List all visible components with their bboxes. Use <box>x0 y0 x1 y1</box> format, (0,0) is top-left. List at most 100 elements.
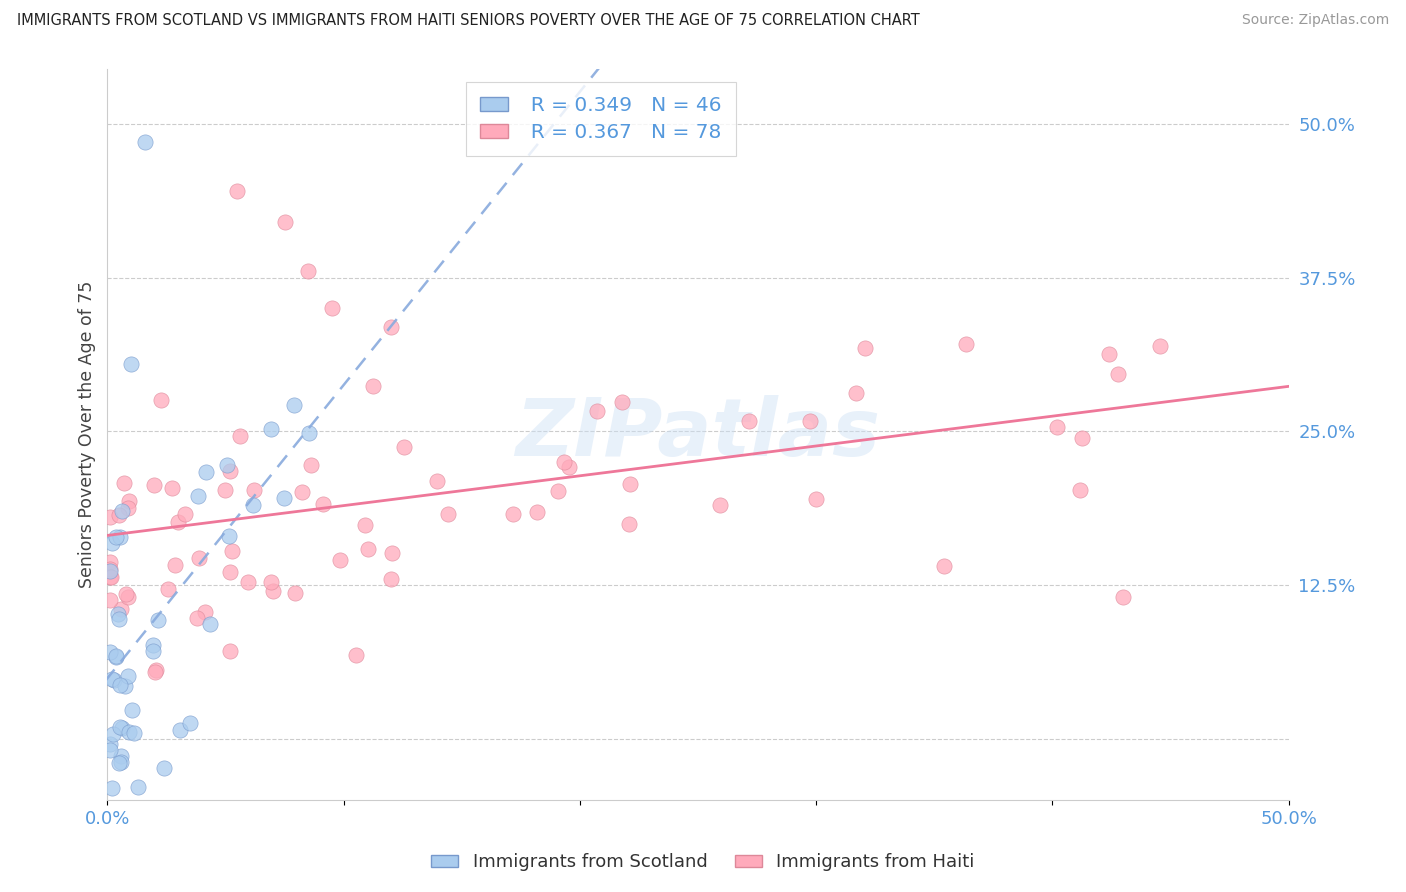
Point <box>298 425 321 440</box>
Point <box>162 481 184 495</box>
Point <box>103 727 125 741</box>
Point <box>98 510 121 524</box>
Point <box>112 475 135 490</box>
Point <box>98 562 121 576</box>
Point <box>619 477 641 491</box>
Point <box>291 485 314 500</box>
Point <box>553 454 575 468</box>
Point <box>526 505 548 519</box>
Point <box>107 607 129 622</box>
Point <box>547 483 569 498</box>
Point <box>612 395 634 409</box>
Point <box>114 587 136 601</box>
Point <box>273 491 295 506</box>
Point <box>98 737 121 751</box>
Point <box>357 542 380 557</box>
Point <box>262 584 284 599</box>
Point <box>179 716 201 731</box>
Text: IMMIGRANTS FROM SCOTLAND VS IMMIGRANTS FROM HAITI SENIORS POVERTY OVER THE AGE O: IMMIGRANTS FROM SCOTLAND VS IMMIGRANTS F… <box>17 13 920 29</box>
Point <box>142 638 165 652</box>
Point <box>221 543 243 558</box>
Point <box>243 483 266 497</box>
Point <box>218 529 240 543</box>
Point <box>101 780 124 795</box>
Point <box>143 665 166 679</box>
Point <box>111 504 134 518</box>
Point <box>380 319 402 334</box>
Point <box>101 673 124 687</box>
Point <box>118 494 141 508</box>
Point <box>218 565 240 579</box>
Point <box>799 414 821 428</box>
Point <box>1107 368 1129 382</box>
Point <box>121 703 143 717</box>
Point <box>363 378 385 392</box>
Point <box>100 535 122 549</box>
Point <box>1069 483 1091 498</box>
Point <box>117 669 139 683</box>
Point <box>103 673 125 688</box>
Point <box>118 724 141 739</box>
Point <box>169 723 191 738</box>
Point <box>932 558 955 573</box>
Point <box>228 429 250 443</box>
Point <box>502 507 524 521</box>
Point <box>194 605 217 619</box>
Point <box>117 500 139 515</box>
Point <box>853 341 876 355</box>
Point <box>738 415 761 429</box>
Legend: Immigrants from Scotland, Immigrants from Haiti: Immigrants from Scotland, Immigrants fro… <box>425 847 981 879</box>
Point <box>344 648 367 662</box>
Point <box>437 508 460 522</box>
Point <box>187 489 209 503</box>
Point <box>145 663 167 677</box>
Point <box>297 264 319 278</box>
Point <box>153 761 176 775</box>
Point <box>108 756 131 771</box>
Point <box>380 572 402 586</box>
Point <box>105 649 128 664</box>
Point <box>127 780 149 795</box>
Point <box>219 464 242 478</box>
Point <box>1098 346 1121 360</box>
Point <box>107 612 129 626</box>
Point <box>955 336 977 351</box>
Point <box>709 498 731 512</box>
Point <box>105 649 128 664</box>
Point <box>394 440 416 454</box>
Point <box>619 517 641 532</box>
Point <box>110 749 132 764</box>
Point <box>146 613 169 627</box>
Point <box>217 458 239 472</box>
Point <box>143 478 166 492</box>
Point <box>312 497 335 511</box>
Point <box>260 422 283 436</box>
Text: Source: ZipAtlas.com: Source: ZipAtlas.com <box>1241 13 1389 28</box>
Point <box>186 610 208 624</box>
Point <box>156 582 179 597</box>
Point <box>236 575 259 590</box>
Point <box>273 215 295 229</box>
Point <box>174 507 197 521</box>
Point <box>167 516 190 530</box>
Point <box>98 743 121 757</box>
Point <box>110 720 132 734</box>
Point <box>1149 339 1171 353</box>
Point <box>134 136 156 150</box>
Point <box>226 185 249 199</box>
Point <box>98 565 121 579</box>
Point <box>108 508 131 522</box>
Y-axis label: Seniors Poverty Over the Age of 75: Seniors Poverty Over the Age of 75 <box>79 281 96 588</box>
Point <box>104 530 127 544</box>
Point <box>219 643 242 657</box>
Point <box>586 404 609 418</box>
Point <box>381 546 404 560</box>
Point <box>108 531 131 545</box>
Point <box>242 498 264 512</box>
Point <box>150 393 173 408</box>
Point <box>1112 591 1135 605</box>
Point <box>804 491 827 506</box>
Point <box>845 385 868 400</box>
Point <box>98 592 121 607</box>
Point <box>354 517 377 532</box>
